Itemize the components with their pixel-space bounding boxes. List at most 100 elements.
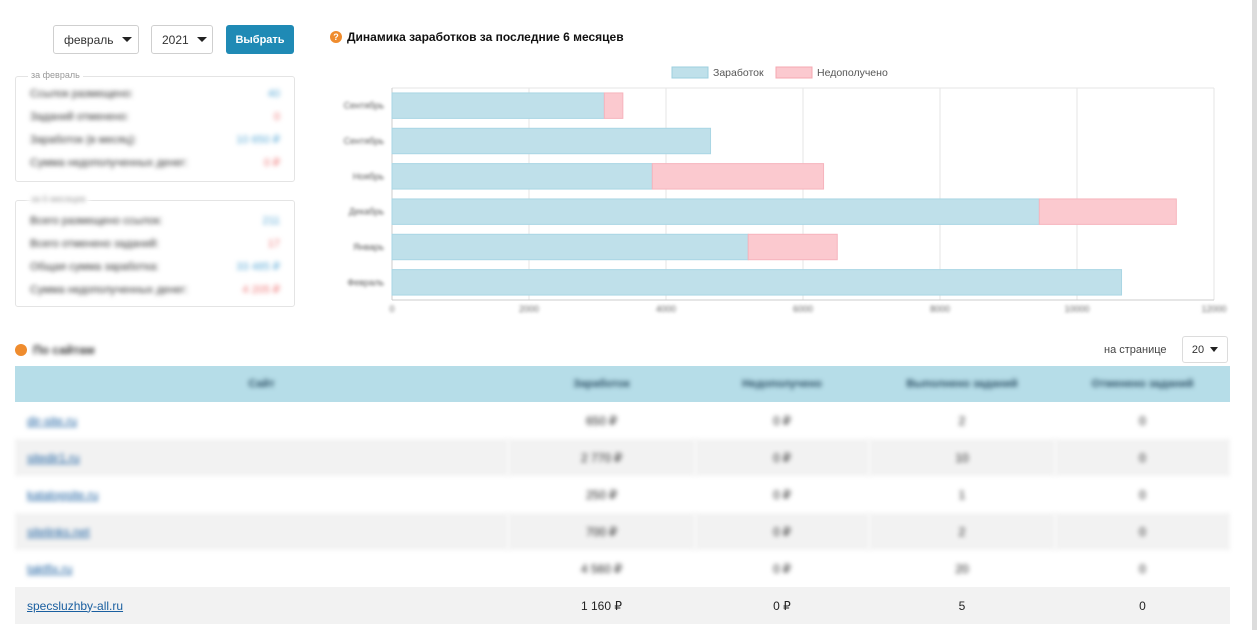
summary-label: Ссылок размещено: xyxy=(30,87,134,100)
summary-value: 0 xyxy=(273,110,280,123)
x-tick-label: 12000 xyxy=(1201,304,1226,314)
perpage-value: 20 xyxy=(1191,343,1205,356)
bar-earned xyxy=(391,92,605,119)
summary-label: Всего размещено ссылок: xyxy=(30,214,163,227)
month-select[interactable]: февраль xyxy=(53,25,139,54)
chevron-down-icon xyxy=(196,37,207,42)
table-row: dir-site.ru 650 ₽ 0 ₽ 2 0 xyxy=(15,402,1230,439)
column-header-done[interactable]: Выполнено заданий xyxy=(869,366,1055,402)
rejected-cell: 0 xyxy=(1139,561,1146,576)
column-header-rejected[interactable]: Отменено заданий xyxy=(1055,366,1230,402)
month-summary-legend: за февраль xyxy=(28,70,83,80)
done-cell: 5 xyxy=(869,587,1055,624)
x-tick-label: 8000 xyxy=(930,304,950,314)
summary-row: Всего размещено ссылок: 211 xyxy=(16,209,294,232)
window-edge xyxy=(1252,0,1257,630)
legend-swatch xyxy=(775,66,813,79)
bar-earned xyxy=(391,127,712,155)
missed-cell: 0 ₽ xyxy=(695,513,869,550)
summary-row: Ссылок размещено: 40 xyxy=(16,82,294,105)
missed-cell: 0 ₽ xyxy=(773,413,791,428)
chevron-down-icon xyxy=(1210,347,1219,352)
summary-value: 0 ₽ xyxy=(263,157,280,169)
table-row: specsluzhby-all.ru 1 160 ₽ 0 ₽ 5 0 xyxy=(15,587,1230,624)
y-tick-label: Декабрь xyxy=(349,207,384,217)
x-tick-label: 6000 xyxy=(793,304,813,314)
missed-cell: 0 ₽ xyxy=(773,487,791,502)
table-header-row: Сайт Заработок Недополучено Выполнено за… xyxy=(15,366,1230,402)
site-link[interactable]: taktfix.ru xyxy=(27,561,73,576)
total-summary-box: за 6 месяцев Всего размещено ссылок: 211… xyxy=(15,194,295,307)
summary-value: 10 650 ₽ xyxy=(236,134,280,146)
total-summary-legend: за 6 месяцев xyxy=(28,194,89,204)
summary-label: Всего отменено заданий: xyxy=(30,237,160,250)
summary-row: Всего отменено заданий: 17 xyxy=(16,232,294,255)
sites-table: Сайт Заработок Недополучено Выполнено за… xyxy=(15,366,1230,624)
info-icon xyxy=(15,344,27,356)
done-cell: 20 xyxy=(955,561,969,576)
perpage-label: на странице xyxy=(1104,344,1167,356)
x-tick-label: 10000 xyxy=(1064,304,1089,314)
earned-cell: 2 770 ₽ xyxy=(508,439,695,476)
summary-row: Заработок (в месяц): 10 650 ₽ xyxy=(16,128,294,151)
column-header-label: Сайт xyxy=(248,378,275,390)
x-tick-label: 4000 xyxy=(656,304,676,314)
table-row: sitelinks.net 700 ₽ 0 ₽ 2 0 xyxy=(15,513,1230,550)
bar-earned xyxy=(391,233,749,261)
y-tick-label: Ноябрь xyxy=(353,171,385,181)
summary-row: Общая сумма заработка: 33 485 ₽ xyxy=(16,255,294,278)
site-link[interactable]: sitedir1.ru xyxy=(27,450,80,465)
done-cell: 10 xyxy=(869,439,1055,476)
done-cell: 1 xyxy=(958,487,966,502)
missed-cell: 0 ₽ xyxy=(695,587,869,624)
chevron-down-icon xyxy=(121,37,132,42)
column-header-missed[interactable]: Недополучено xyxy=(695,366,869,402)
column-header-label: Недополучено xyxy=(742,378,822,390)
month-select-value: февраль xyxy=(64,32,114,47)
earned-cell: 250 ₽ xyxy=(586,487,617,502)
bar-missed xyxy=(651,163,825,190)
year-select[interactable]: 2021 xyxy=(151,25,213,54)
chart-title: ? Динамика заработков за последние 6 мес… xyxy=(330,30,624,44)
earned-cell: 4 560 ₽ xyxy=(581,561,622,576)
summary-label: Заданий отменено: xyxy=(30,110,129,123)
rejected-cell: 0 xyxy=(1055,513,1230,550)
select-button[interactable]: Выбрать xyxy=(226,25,294,54)
legend-swatch xyxy=(671,66,709,79)
site-link[interactable]: specsluzhby-all.ru xyxy=(27,598,124,613)
bar-missed xyxy=(747,233,838,261)
year-select-value: 2021 xyxy=(162,32,189,47)
bar-earned xyxy=(391,163,653,190)
summary-value: 33 485 ₽ xyxy=(236,261,280,273)
table-row: sitedir1.ru 2 770 ₽ 0 ₽ 10 0 xyxy=(15,439,1230,476)
site-link[interactable]: katalogsite.ru xyxy=(27,487,99,502)
bar-missed xyxy=(1038,198,1177,225)
column-header-label: Выполнено заданий xyxy=(906,378,1018,390)
table-row: taktfix.ru 4 560 ₽ 0 ₽ 20 0 xyxy=(15,550,1230,587)
y-tick-label: Февраль xyxy=(347,277,384,287)
earned-cell: 1 160 ₽ xyxy=(508,587,695,624)
column-header-earned[interactable]: Заработок xyxy=(508,366,695,402)
question-icon[interactable]: ? xyxy=(330,31,342,43)
column-header-site[interactable]: Сайт xyxy=(15,366,508,402)
summary-label: Сумма недополученных денег: xyxy=(30,283,189,296)
site-link[interactable]: dir-site.ru xyxy=(27,413,78,428)
rejected-cell: 0 xyxy=(1055,439,1230,476)
bar-earned xyxy=(391,198,1040,225)
column-header-label: Заработок xyxy=(573,378,630,390)
perpage-select[interactable]: 20 xyxy=(1182,336,1228,363)
done-cell: 2 xyxy=(869,513,1055,550)
y-tick-label: Сентябрь xyxy=(344,136,385,146)
site-link[interactable]: sitelinks.net xyxy=(27,524,90,539)
month-summary-box: за февраль Ссылок размещено: 40 Заданий … xyxy=(15,70,295,182)
rejected-cell: 0 xyxy=(1139,413,1146,428)
summary-label: Общая сумма заработка: xyxy=(30,260,160,273)
rejected-cell: 0 xyxy=(1055,587,1230,624)
summary-value: 4 205 ₽ xyxy=(242,284,280,296)
y-tick-label: Январь xyxy=(353,242,384,252)
rejected-cell: 0 xyxy=(1139,487,1146,502)
bar-earned xyxy=(391,269,1123,296)
summary-label: Сумма недополученных денег: xyxy=(30,156,189,169)
summary-label: Заработок (в месяц): xyxy=(30,133,137,146)
earned-cell: 650 ₽ xyxy=(586,413,617,428)
